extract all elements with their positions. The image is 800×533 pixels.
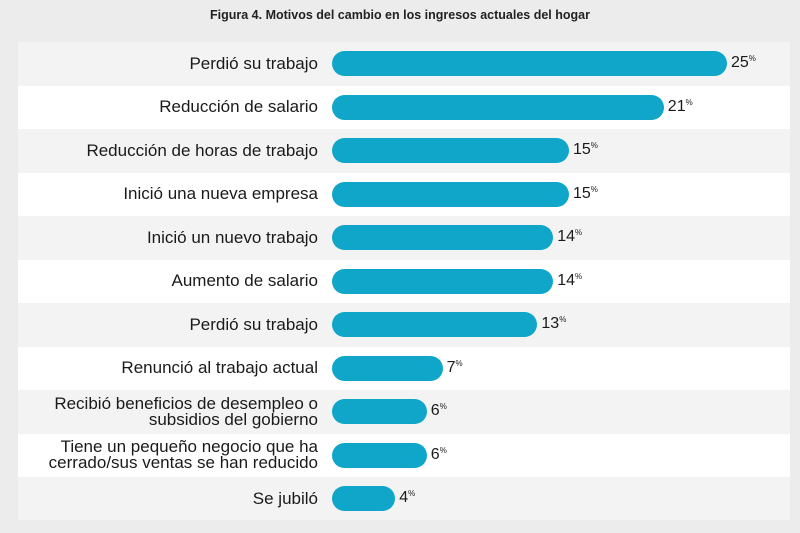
value-unit: % xyxy=(574,271,583,281)
value-unit: % xyxy=(685,97,693,107)
chart-panel: Perdió su trabajo 25% Reducción de salario… xyxy=(18,42,790,520)
value-unit: % xyxy=(439,445,447,455)
category-label: Recibió beneficios de desempleo o subsid… xyxy=(54,393,318,429)
bar-row: Inició una nueva empresa 15% xyxy=(18,172,790,216)
value-label: 6% xyxy=(431,446,447,464)
value-unit: % xyxy=(590,141,598,150)
bar xyxy=(332,312,538,337)
value-number: 6 xyxy=(430,445,440,463)
bar-row: Tiene un pequeño negocio que ha cerrado/… xyxy=(18,433,790,477)
bar xyxy=(332,442,427,468)
category-label: Reducción de horas de trabajo xyxy=(86,140,318,160)
value-number: 25 xyxy=(731,54,749,71)
value-label: 15% xyxy=(573,141,598,159)
value-number: 21 xyxy=(667,97,686,115)
bar xyxy=(332,138,569,163)
value-number: 15 xyxy=(573,184,591,202)
bar-row: Inició un nuevo trabajo 14% xyxy=(18,216,790,260)
category-label: Perdió su trabajo xyxy=(189,53,318,73)
value-label: 14% xyxy=(557,272,582,290)
bar xyxy=(332,268,554,294)
value-number: 6 xyxy=(430,402,440,419)
bar xyxy=(332,486,396,511)
bar-row: Reducción de salario 21% xyxy=(18,85,790,129)
value-unit: % xyxy=(408,489,416,498)
value-unit: % xyxy=(590,184,598,194)
category-label: Perdió su trabajo xyxy=(189,314,318,334)
value-number: 13 xyxy=(541,315,560,332)
bar-row: Renunció al trabajo actual 7% xyxy=(18,346,790,390)
bar xyxy=(332,225,554,250)
value-label: 6% xyxy=(431,402,447,420)
bar-row: Reducción de horas de trabajo 15% xyxy=(18,129,790,173)
bar xyxy=(332,94,664,120)
bar xyxy=(332,399,427,424)
value-number: 7 xyxy=(446,358,456,376)
value-unit: % xyxy=(439,402,447,411)
value-label: 4% xyxy=(399,489,415,507)
category-label: Reducción de salario xyxy=(159,97,318,117)
bar xyxy=(332,355,443,381)
value-label: 7% xyxy=(447,359,463,377)
bar xyxy=(332,181,569,207)
value-label: 21% xyxy=(668,98,693,116)
category-label: Inició una nueva empresa xyxy=(123,184,318,204)
bar xyxy=(332,51,727,76)
bar-row: Recibió beneficios de desempleo o subsid… xyxy=(18,390,790,434)
value-unit: % xyxy=(559,315,567,324)
value-unit: % xyxy=(455,358,463,368)
value-unit: % xyxy=(574,228,583,237)
category-label: Aumento de salario xyxy=(171,271,318,291)
value-number: 14 xyxy=(557,271,575,289)
bar-row: Perdió su trabajo 25% xyxy=(18,42,790,86)
value-number: 14 xyxy=(557,228,575,245)
value-label: 14% xyxy=(557,228,582,246)
category-label: Se jubiló xyxy=(252,488,318,508)
value-label: 15% xyxy=(573,185,598,203)
value-number: 15 xyxy=(573,141,591,158)
value-unit: % xyxy=(748,54,756,63)
bar-row: Aumento de salario 14% xyxy=(18,259,790,303)
value-label: 13% xyxy=(541,315,566,333)
bar-row: Se jubiló 4% xyxy=(18,477,790,521)
category-label: Inició un nuevo trabajo xyxy=(146,227,318,247)
chart-title: Figura 4. Motivos del cambio en los ingr… xyxy=(210,8,590,22)
bar-row: Perdió su trabajo 13% xyxy=(18,303,790,347)
value-number: 4 xyxy=(399,489,409,506)
value-label: 25% xyxy=(731,54,756,72)
category-label: Renunció al trabajo actual xyxy=(121,358,318,378)
category-label: Tiene un pequeño negocio que ha cerrado/… xyxy=(48,437,318,473)
